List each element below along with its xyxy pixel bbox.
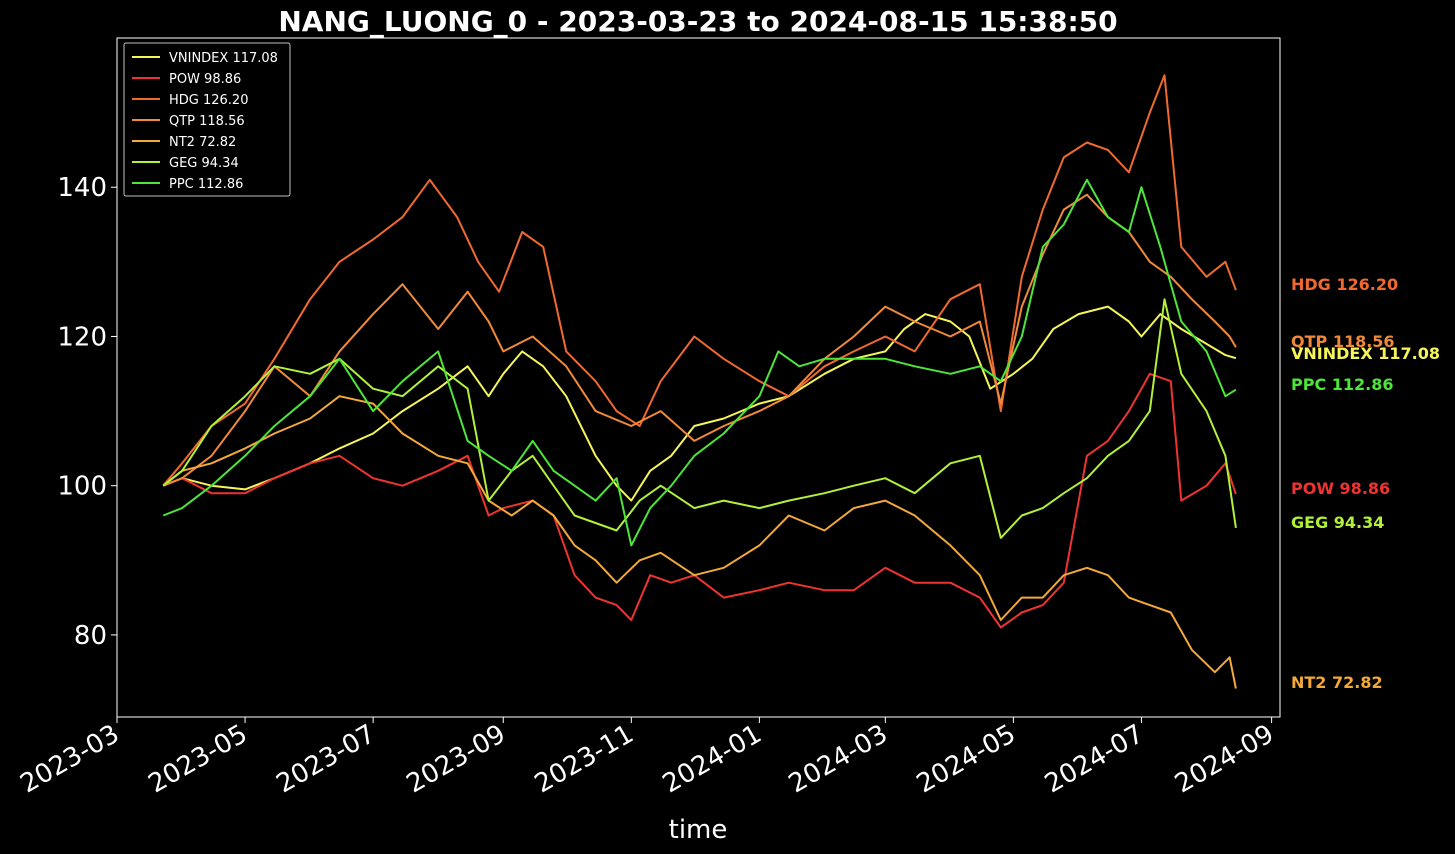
- chart-title: NANG_LUONG_0 - 2023-03-23 to 2024-08-15 …: [278, 5, 1117, 38]
- series-line-vnindex: [162, 305, 1237, 502]
- end-label-ppc: PPC 112.86: [1291, 375, 1394, 394]
- y-tick-label: 120: [57, 322, 107, 352]
- legend-entry-pow: POW 98.86: [169, 72, 241, 87]
- legend-entry-hdg: HDG 126.20: [169, 93, 248, 108]
- legend-entry-ppc: PPC 112.86: [169, 177, 243, 192]
- end-label-nt2: NT2 72.82: [1291, 673, 1383, 692]
- legend-entry-qtp: QTP 118.56: [169, 114, 245, 129]
- series-line-hdg: [162, 74, 1237, 487]
- series-line-geg: [162, 298, 1237, 539]
- legend-entry-nt2: NT2 72.82: [169, 135, 236, 150]
- end-label-vnindex: VNINDEX 117.08: [1291, 344, 1440, 363]
- legend-entry-geg: GEG 94.34: [169, 156, 239, 171]
- series-line-pow: [162, 372, 1237, 629]
- end-label-qtp: QTP 118.56: [1291, 332, 1395, 351]
- legend-entry-vnindex: VNINDEX 117.08: [169, 51, 278, 66]
- series-lines: [162, 74, 1237, 689]
- end-label-hdg: HDG 126.20: [1291, 275, 1398, 294]
- y-axis: 80 100 120 140: [57, 173, 117, 651]
- series-line-nt2: [162, 395, 1237, 689]
- end-label-pow: POW 98.86: [1291, 479, 1390, 498]
- legend-box: [123, 42, 291, 197]
- x-axis-label: time: [669, 815, 728, 845]
- legend: VNINDEX 117.08 POW 98.86 HDG 126.20 QTP 118…: [123, 42, 291, 197]
- series-line-ppc: [162, 178, 1237, 547]
- y-tick-label: 100: [57, 472, 107, 502]
- y-tick-label: 80: [74, 621, 107, 651]
- plot-frame: [116, 37, 1281, 718]
- y-tick-label: 140: [57, 173, 107, 203]
- end-label-geg: GEG 94.34: [1291, 513, 1384, 532]
